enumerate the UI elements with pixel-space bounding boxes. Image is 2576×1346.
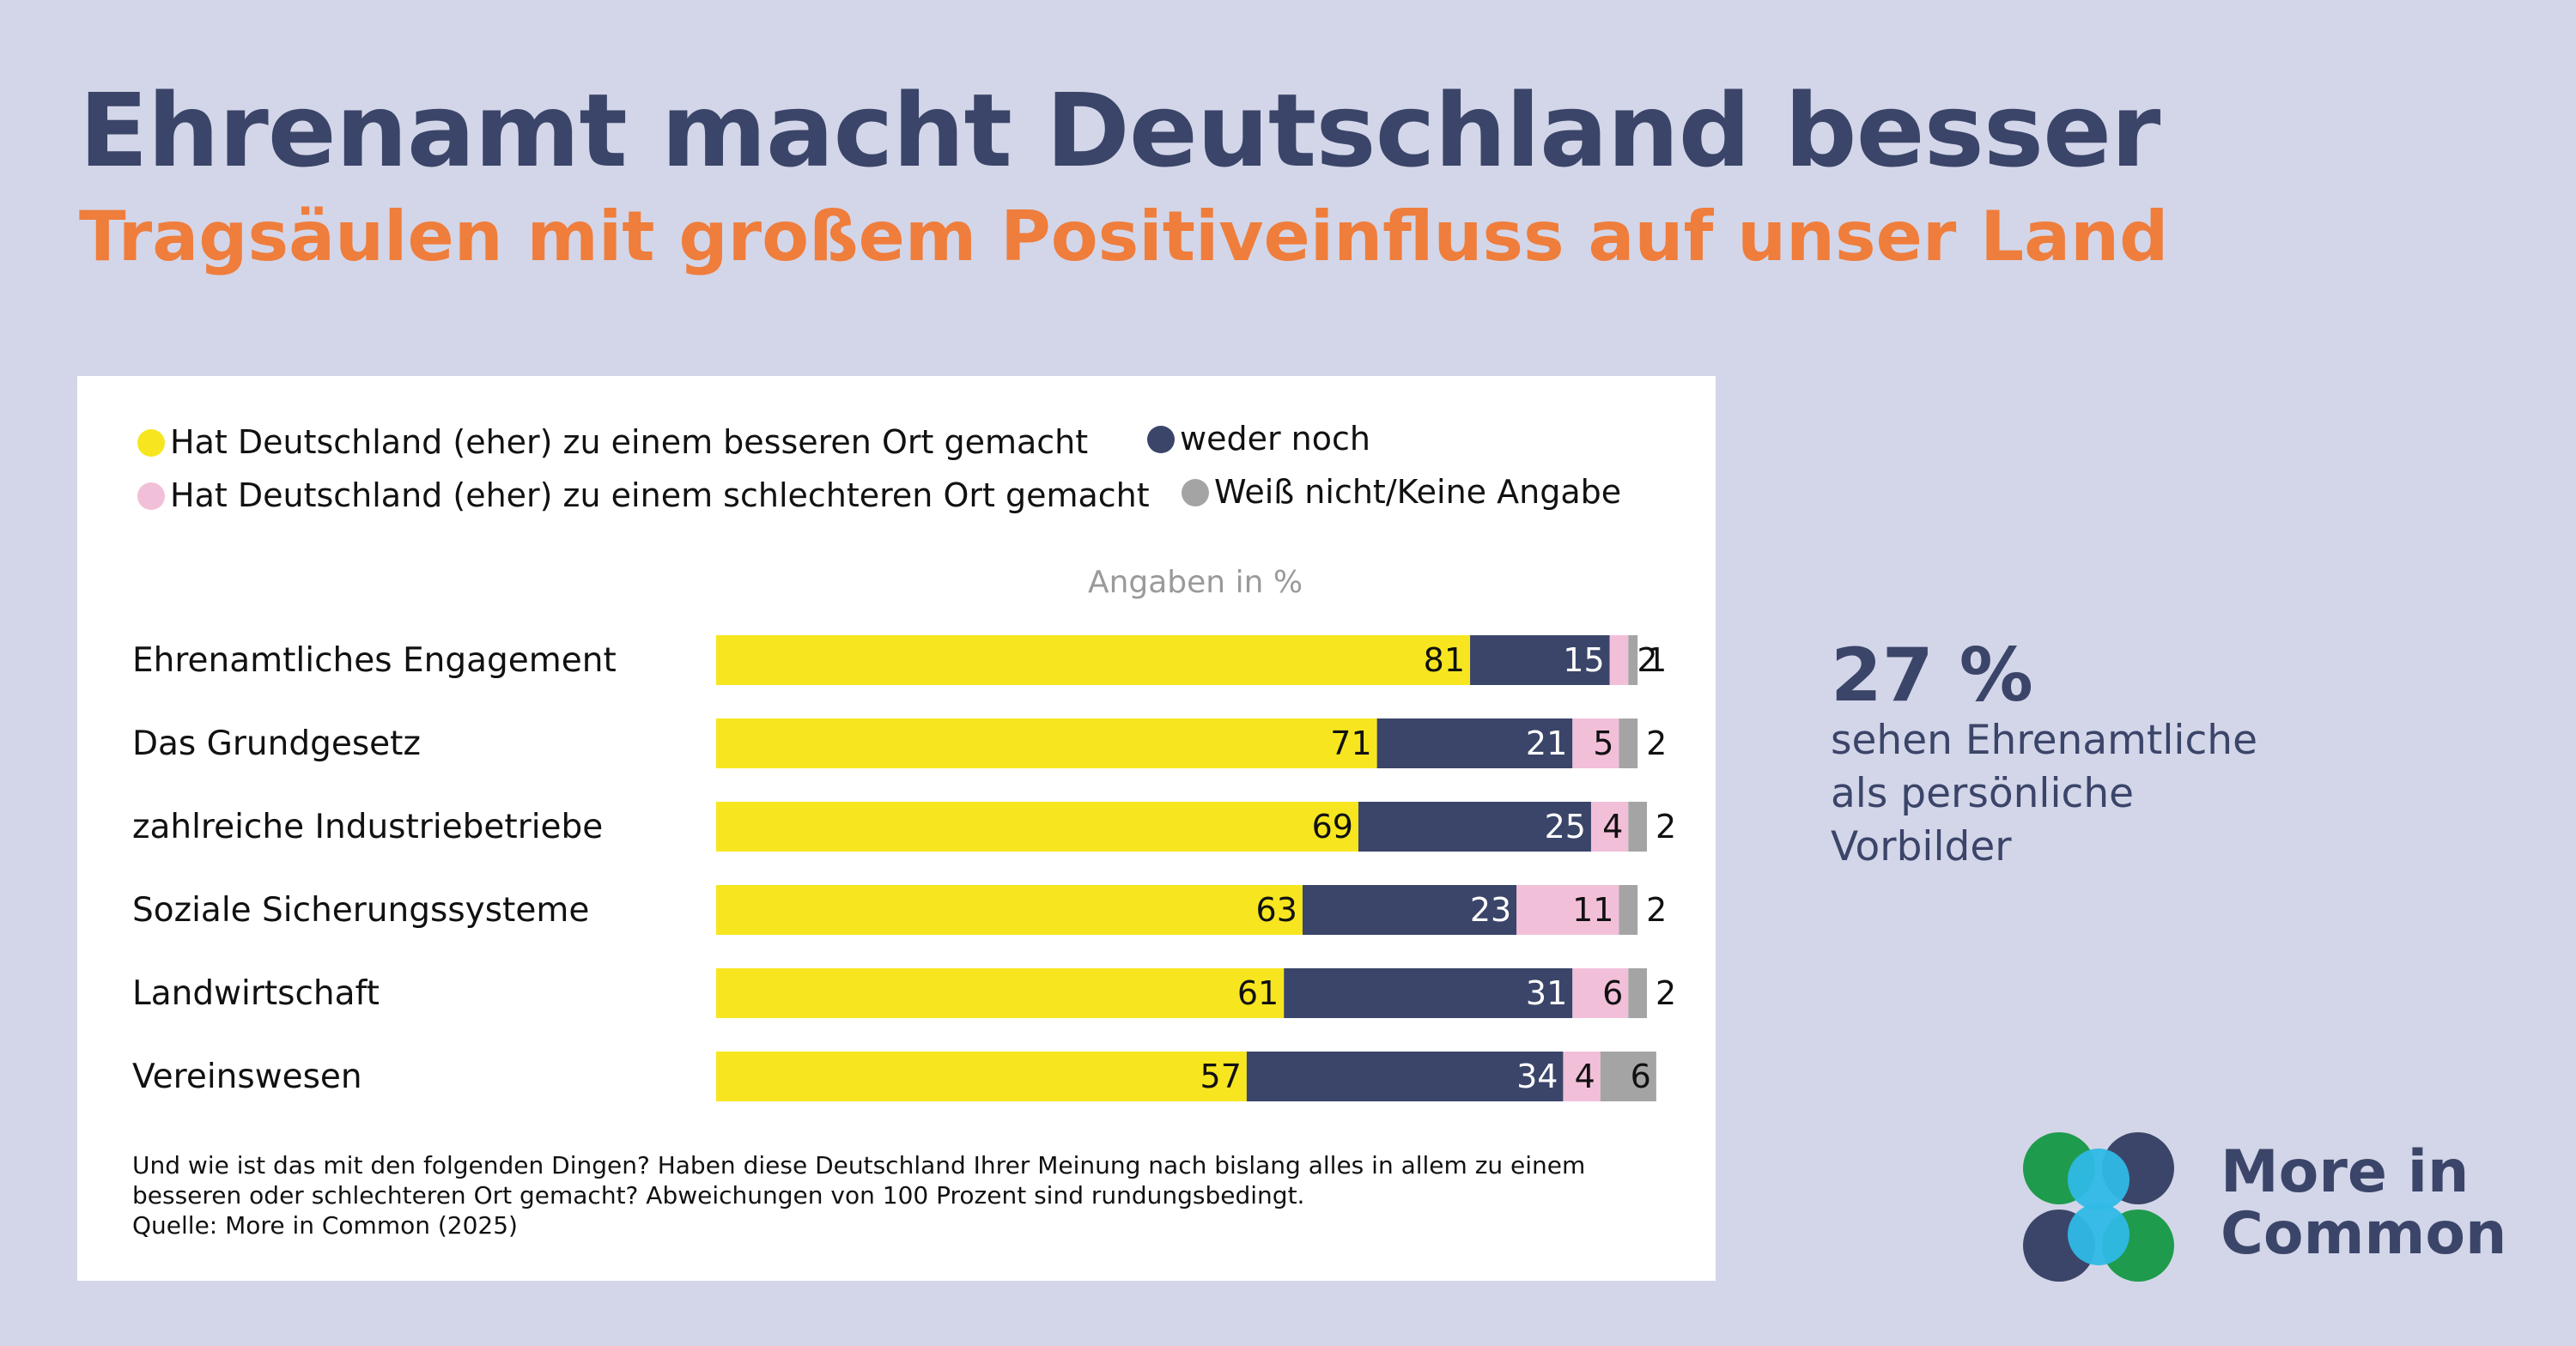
legend-marker-1 xyxy=(1147,426,1175,453)
bar-segment xyxy=(1470,635,1610,685)
bar-segment xyxy=(1563,1052,1601,1101)
unit-label: Angaben in % xyxy=(1088,565,1303,600)
data-label: 69 xyxy=(1312,808,1353,846)
footnote-question-line-2: besseren oder schlechteren Ort gemacht? … xyxy=(132,1181,1305,1210)
data-label: 25 xyxy=(1545,808,1586,846)
legend-marker-2 xyxy=(137,482,165,510)
footnote: Und wie ist das mit den folgenden Dingen… xyxy=(132,1150,1678,1240)
bar-segment xyxy=(1600,1052,1656,1101)
data-label: 34 xyxy=(1516,1058,1558,1095)
stat-description-line-3: Vorbilder xyxy=(1831,823,2012,871)
bar-segment xyxy=(1628,968,1647,1018)
bar-segment xyxy=(1358,802,1591,852)
footnote-question-line-1: Und wie ist das mit den folgenden Dingen… xyxy=(132,1151,1586,1179)
stat-callout: 27 % sehen Ehrenamtliche als persönliche… xyxy=(1831,637,2257,874)
data-label: 2 xyxy=(1646,725,1667,762)
page-subtitle: Tragsäulen mit großem Positiveinfluss au… xyxy=(79,197,2169,276)
category-label: Vereinswesen xyxy=(132,1058,362,1096)
data-label: 71 xyxy=(1330,725,1371,762)
data-label: 2 xyxy=(1646,891,1667,929)
bar-segment xyxy=(1619,885,1638,935)
category-label: Ehrenamtliches Engagement xyxy=(132,641,617,680)
bar-segment xyxy=(1609,635,1629,685)
bar-segment xyxy=(1628,802,1647,852)
data-label: 15 xyxy=(1563,641,1604,679)
category-label: Soziale Sicherungssysteme xyxy=(132,891,589,930)
category-label: Das Grundgesetz xyxy=(132,725,421,763)
legend-label-2: Hat Deutschland (eher) zu einem schlecht… xyxy=(170,476,1150,514)
bar-segment xyxy=(716,635,1471,685)
logo-wordmark: More in Common xyxy=(2221,1138,2507,1269)
data-label: 81 xyxy=(1424,641,1465,679)
legend-label-3: Weiß nicht/Keine Angabe xyxy=(1214,473,1621,511)
data-label: 2 xyxy=(1656,974,1676,1012)
data-label: 4 xyxy=(1575,1058,1595,1095)
data-label: 61 xyxy=(1237,974,1279,1012)
logo-wordmark-line-1: More in xyxy=(2221,1138,2470,1206)
logo-petal-top xyxy=(2068,1149,2129,1210)
bar-segment xyxy=(1619,718,1638,768)
bar-segment xyxy=(716,718,1377,768)
logo-petal-bottom xyxy=(2068,1204,2129,1265)
stat-description-line-1: sehen Ehrenamtliche xyxy=(1831,717,2257,765)
bar-segment xyxy=(1628,635,1638,685)
category-label: zahlreiche Industriebetriebe xyxy=(132,808,603,846)
logo-wordmark-line-2: Common xyxy=(2221,1200,2507,1269)
data-label: 2 xyxy=(1637,641,1657,679)
data-label: 6 xyxy=(1602,974,1623,1012)
data-label: 4 xyxy=(1602,808,1623,846)
bar-segment xyxy=(1376,718,1573,768)
more-in-common-logo-icon xyxy=(2023,1132,2174,1282)
legend-marker-3 xyxy=(1182,479,1209,506)
bar-segment xyxy=(716,885,1303,935)
data-label: 5 xyxy=(1593,725,1613,762)
data-label: 2 xyxy=(1656,808,1676,846)
footnote-source: Quelle: More in Common (2025) xyxy=(132,1211,518,1240)
data-label: 57 xyxy=(1200,1058,1242,1095)
bar-segment xyxy=(1246,1052,1564,1101)
bar-segment xyxy=(716,968,1285,1018)
data-label: 63 xyxy=(1256,891,1297,929)
stacked-bar-chart: Hat Deutschland (eher) zu einem besseren… xyxy=(132,420,1676,1101)
data-label: 31 xyxy=(1526,974,1567,1012)
stat-value: 27 % xyxy=(1831,633,2033,718)
data-label: 11 xyxy=(1572,891,1613,929)
bar-segment xyxy=(1516,885,1619,935)
bar-segment xyxy=(1572,718,1619,768)
bar-segment xyxy=(1572,968,1629,1018)
chart-panel: Hat Deutschland (eher) zu einem besseren… xyxy=(77,376,1716,1281)
data-label: 23 xyxy=(1470,891,1511,929)
legend-label-0: Hat Deutschland (eher) zu einem besseren… xyxy=(170,423,1088,461)
data-label: 21 xyxy=(1526,725,1567,762)
bar-segment xyxy=(1302,885,1517,935)
data-label: 6 xyxy=(1631,1058,1651,1095)
page-title: Ehrenamt macht Deutschland besser xyxy=(79,71,2160,190)
category-label: Landwirtschaft xyxy=(132,974,380,1013)
stat-description-line-2: als persönliche xyxy=(1831,770,2135,818)
bar-segment xyxy=(716,802,1358,852)
bar-segment xyxy=(716,1052,1247,1101)
bar-segment xyxy=(1590,802,1629,852)
bar-segment xyxy=(1284,968,1573,1018)
legend-label-1: weder noch xyxy=(1180,420,1370,458)
legend-marker-0 xyxy=(137,429,165,457)
data-label: 1 xyxy=(1646,641,1667,679)
